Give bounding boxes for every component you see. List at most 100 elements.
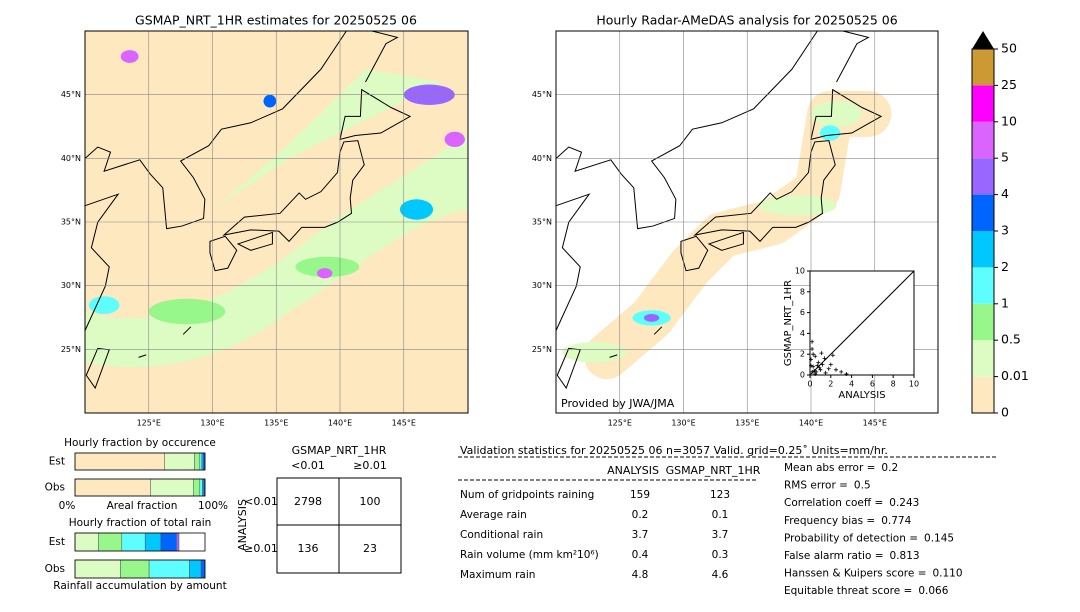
- bar-segment: [74, 478, 151, 497]
- colorbar-segment: [972, 158, 994, 195]
- cell: 159: [630, 489, 650, 501]
- colorbar-label: 25: [1001, 77, 1017, 92]
- row-label: Average rain: [460, 509, 527, 521]
- x-tick-label: 125°E: [137, 419, 161, 428]
- y-tick-label: 45°N: [532, 90, 552, 99]
- column-header: ANALYSIS: [607, 464, 659, 477]
- colorbar-label: 3: [1001, 223, 1009, 238]
- point: [811, 352, 816, 357]
- y-tick-label: 40°N: [61, 154, 81, 163]
- x-tick-label: 2: [828, 380, 833, 389]
- y-tick-label: 4: [800, 329, 805, 338]
- cell: 2798: [294, 495, 322, 508]
- row-title: ANALYSIS: [236, 499, 249, 551]
- category-label: Obs: [45, 482, 65, 494]
- point: [810, 347, 815, 351]
- point: [818, 367, 823, 372]
- score-value: 0.5: [854, 480, 871, 492]
- total-rain-chart: Hourly fraction of total rain Est Obs Rainf…: [45, 517, 227, 592]
- bar-segment: [121, 532, 146, 552]
- row-header: <0.01: [244, 495, 278, 508]
- x-tick-label: 140°E: [799, 419, 823, 428]
- bar-segment: [194, 452, 201, 471]
- bar-segment: [160, 532, 177, 552]
- point: [810, 339, 815, 344]
- bar-segment: [150, 478, 194, 497]
- colorbar-label: 0.01: [1001, 368, 1029, 383]
- map-frame: [84, 30, 469, 414]
- colorbar-label: 5: [1001, 150, 1009, 165]
- score-label: Correlation coeff =: [784, 497, 883, 509]
- x-tick-label: 140°E: [328, 419, 352, 428]
- y-tick-label: 8: [800, 287, 805, 296]
- score-label: False alarm ratio =: [784, 550, 884, 562]
- colorbar-label: 0.5: [1001, 332, 1021, 347]
- score-label: Frequency bias =: [784, 515, 875, 527]
- column-header: ≥0.01: [353, 459, 387, 472]
- colorbar-segment: [972, 340, 994, 377]
- y-tick-label: 6: [800, 308, 805, 317]
- colorbar-extend: [972, 31, 994, 49]
- category-label: Est: [49, 456, 65, 468]
- bar-frame: [74, 559, 206, 579]
- score-label: Hanssen & Kuipers score =: [784, 568, 926, 580]
- cell: 0.3: [712, 549, 729, 561]
- x-tick-label: 130°E: [671, 419, 695, 428]
- x-tick-label: 125°E: [608, 419, 632, 428]
- scatter-chart: 0 2 4 6 8 10 0 2 4 6 8 10 ANALYSIS GSMAP_NRT_1HR: [783, 267, 919, 402]
- cell: 123: [710, 489, 730, 501]
- point: [813, 371, 818, 376]
- y-tick-label: 45°N: [61, 90, 81, 99]
- row-label: Maximum rain: [460, 569, 535, 581]
- x-tick-label: 135°E: [264, 419, 288, 428]
- bar-frame: [74, 478, 206, 497]
- x-tick-label: 6: [870, 380, 875, 389]
- cell: 23: [363, 542, 377, 555]
- score: Equitable threat score = 0.066: [784, 585, 949, 597]
- point: [828, 362, 833, 367]
- validation-header: Validation statistics for 20250525 06 n=…: [460, 444, 888, 457]
- bar-frame: [74, 532, 206, 552]
- point: [823, 370, 828, 375]
- x-axis-label: Rainfall accumulation by amount: [53, 580, 226, 592]
- score-value: 0.2: [881, 462, 898, 474]
- point: [815, 363, 820, 368]
- x-tick-label: 10: [909, 380, 919, 389]
- point: [814, 369, 819, 374]
- bar-frame: [74, 452, 206, 471]
- y-axis-label: GSMAP_NRT_1HR: [783, 280, 794, 366]
- bar-segment: [74, 532, 99, 552]
- x-tick-label: 0: [807, 380, 812, 389]
- colorbar-segment: [972, 194, 994, 231]
- row-label: Conditional rain: [460, 529, 543, 541]
- score-label: Mean abs error =: [784, 462, 875, 474]
- score: Frequency bias = 0.774: [784, 515, 912, 527]
- x-tick-label: 4: [849, 380, 854, 389]
- bar-segment: [74, 559, 121, 579]
- cell: 100: [360, 495, 381, 508]
- y-tick-label: 10: [795, 267, 805, 276]
- cell: 4.8: [632, 569, 649, 581]
- point: [813, 354, 818, 359]
- point: [816, 360, 821, 365]
- colorbar-label: 50: [1001, 41, 1017, 56]
- y-tick-label: 35°N: [532, 218, 552, 227]
- bar-segment: [164, 452, 195, 471]
- score: False alarm ratio = 0.813: [784, 550, 920, 562]
- colorbar-segment: [972, 49, 994, 86]
- x-tick-label: 0%: [59, 500, 76, 512]
- bar-segment: [176, 532, 180, 552]
- y-tick-label: 25°N: [532, 345, 552, 354]
- row-label: Num of gridpoints raining: [460, 489, 594, 501]
- colorbar-segment: [972, 121, 994, 159]
- colorbar-segment: [972, 85, 994, 122]
- colorbar-label: 1: [1001, 295, 1009, 310]
- score-label: RMS error =: [784, 480, 848, 492]
- x-tick-label: 100%: [198, 500, 228, 512]
- chart-title: Hourly fraction of total rain: [69, 517, 212, 529]
- colorbar: 0 0.01 0.5 1 2 3 4 5 10 25 50: [971, 31, 1029, 420]
- score-label: Equitable threat score =: [784, 585, 912, 597]
- bar-segment: [193, 478, 201, 497]
- map-title: GSMAP_NRT_1HR estimates for 20250525 06: [135, 13, 417, 28]
